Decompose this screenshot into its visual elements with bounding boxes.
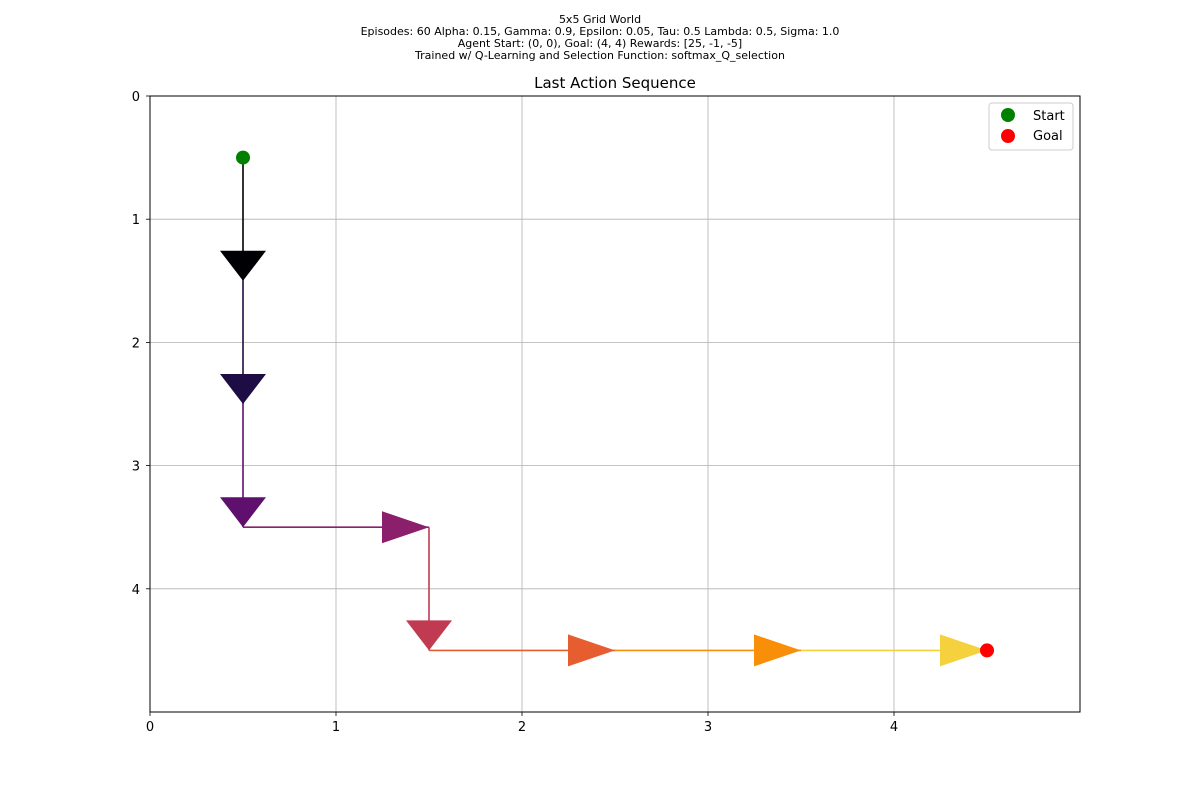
start-marker <box>236 150 250 165</box>
y-tick-label-0: 0 <box>132 90 140 105</box>
arrow-right-6 <box>568 634 615 667</box>
suptitle-line-1: 5x5 Grid World <box>558 13 642 26</box>
y-tick-label-1: 1 <box>132 213 140 228</box>
chart-title: Last Action Sequence <box>534 74 696 92</box>
goal-marker <box>980 643 994 658</box>
x-tick-label-1: 1 <box>332 720 340 735</box>
suptitle-line-2: Episodes: 60 Alpha: 0.15, Gamma: 0.9, Ep… <box>360 25 840 38</box>
legend-goal-label: Goal <box>1033 129 1063 144</box>
legend-start-label: Start <box>1033 109 1065 124</box>
arrow-down-2 <box>220 374 266 404</box>
arrow-right-8 <box>940 634 987 667</box>
arrow-down-3 <box>220 497 266 528</box>
suptitle-line-3: Agent Start: (0, 0), Goal: (4, 4) Reward… <box>457 37 743 50</box>
action-arrows <box>220 250 987 667</box>
x-tick-label-0: 0 <box>146 720 154 735</box>
axes-frame <box>149 95 1081 713</box>
axis-ticks: 0 1 2 3 4 0 1 2 3 4 <box>132 90 898 735</box>
legend: Start Goal <box>988 102 1074 151</box>
x-tick-label-4: 4 <box>890 720 898 735</box>
grid-lines <box>149 95 1080 712</box>
arrow-right-4 <box>382 511 429 544</box>
legend-start-marker <box>1001 108 1015 122</box>
arrow-right-7 <box>754 634 801 667</box>
suptitle-line-4: Trained w/ Q-Learning and Selection Func… <box>415 49 785 62</box>
action-path <box>242 157 987 652</box>
y-tick-label-2: 2 <box>132 336 140 351</box>
y-tick-label-4: 4 <box>132 583 140 598</box>
start-goal-markers <box>236 150 994 658</box>
x-tick-label-3: 3 <box>704 720 712 735</box>
legend-goal-marker <box>1001 129 1015 143</box>
y-tick-label-3: 3 <box>132 460 140 475</box>
arrow-down-1 <box>220 250 266 281</box>
x-tick-label-2: 2 <box>518 720 526 735</box>
arrow-down-5 <box>406 620 452 651</box>
